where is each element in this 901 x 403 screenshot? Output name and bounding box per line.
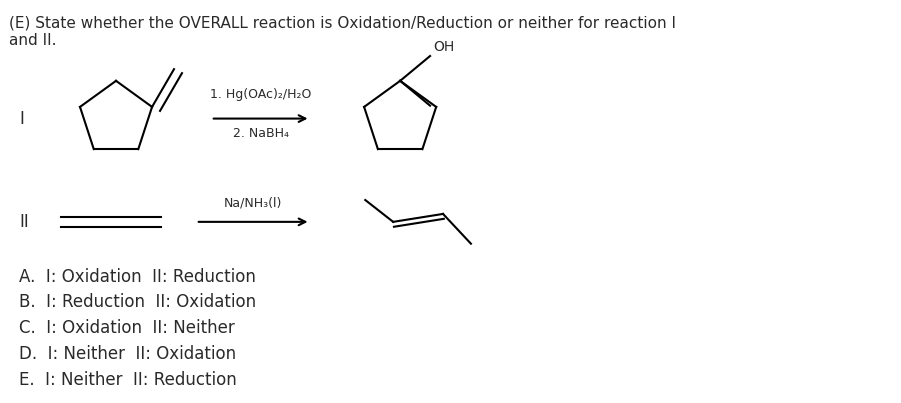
Text: 1. Hg(OAc)₂/H₂O: 1. Hg(OAc)₂/H₂O [210, 88, 311, 101]
Text: OH: OH [433, 40, 454, 54]
Text: (E) State whether the OVERALL reaction is Oxidation/Reduction or neither for rea: (E) State whether the OVERALL reaction i… [9, 15, 677, 30]
Text: II: II [19, 213, 29, 231]
Text: A.  I: Oxidation  II: Reduction: A. I: Oxidation II: Reduction [19, 268, 256, 286]
Text: D.  I: Neither  II: Oxidation: D. I: Neither II: Oxidation [19, 345, 236, 363]
Text: and II.: and II. [9, 33, 57, 48]
Text: Na/NH₃(l): Na/NH₃(l) [223, 197, 282, 210]
Text: B.  I: Reduction  II: Oxidation: B. I: Reduction II: Oxidation [19, 293, 257, 312]
Text: 2. NaBH₄: 2. NaBH₄ [232, 127, 288, 139]
Text: I: I [19, 110, 24, 128]
Text: E.  I: Neither  II: Reduction: E. I: Neither II: Reduction [19, 371, 237, 389]
Text: C.  I: Oxidation  II: Neither: C. I: Oxidation II: Neither [19, 319, 235, 337]
